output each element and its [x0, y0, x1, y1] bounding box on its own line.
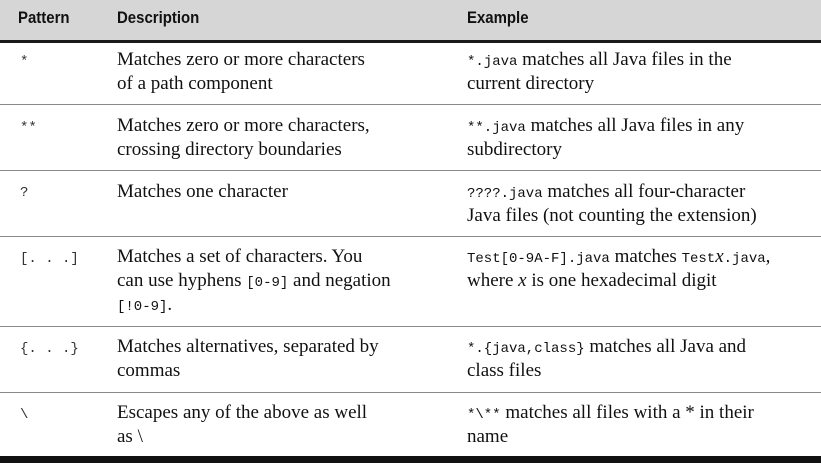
- row-description-line: Escapes any of the above as well: [117, 402, 368, 423]
- row-divider: [0, 170, 821, 171]
- example-variable: x: [715, 246, 724, 267]
- row-description-line: can use hyphens [0-9] and negation: [117, 269, 391, 295]
- description-text: and negation: [288, 270, 391, 291]
- example-text: matches all files with a * in their: [500, 402, 754, 423]
- description-code: [!0-9]: [117, 299, 168, 315]
- example-text: matches all Java files in any: [525, 115, 745, 136]
- row-pattern: {. . .}: [20, 341, 79, 357]
- row-example-line: where x is one hexadecimal digit: [467, 269, 717, 293]
- row-example-line: *\** matches all files with a * in their: [467, 401, 754, 427]
- example-code: .java: [723, 251, 766, 267]
- row-divider: [0, 392, 821, 393]
- header-divider: [0, 40, 821, 43]
- row-description-line: [!0-9].: [117, 293, 172, 319]
- example-code: *.{java,class}: [467, 341, 585, 357]
- description-text: .: [167, 294, 173, 315]
- header-description: Description: [117, 8, 200, 27]
- row-description-line: Matches one character: [117, 181, 288, 202]
- row-example-line: ????.java matches all four-character: [467, 180, 745, 206]
- example-text: where: [467, 270, 519, 291]
- example-text: ,: [765, 246, 771, 267]
- row-example-line: *.java matches all Java files in the: [467, 48, 732, 74]
- row-example-line: current directory: [467, 73, 595, 94]
- row-divider: [0, 326, 821, 327]
- example-code: **.java: [467, 120, 526, 136]
- example-code: ????.java: [467, 186, 543, 202]
- row-pattern: **: [20, 120, 37, 136]
- description-code: [0-9]: [246, 275, 289, 291]
- example-text: matches all four-character: [542, 181, 746, 202]
- description-text: can use hyphens: [117, 270, 247, 291]
- row-description-line: commas: [117, 360, 181, 381]
- row-description-line: crossing directory boundaries: [117, 139, 342, 160]
- row-example-line: Java files (not counting the extension): [467, 205, 757, 226]
- row-example-line: subdirectory: [467, 139, 562, 160]
- row-description-line: as \: [117, 426, 143, 447]
- example-variable: x: [518, 270, 527, 291]
- row-pattern: *: [20, 54, 29, 70]
- row-divider: [0, 104, 821, 105]
- row-description-line: Matches alternatives, separated by: [117, 336, 379, 357]
- example-text: is one hexadecimal digit: [526, 270, 717, 291]
- row-pattern: [. . .]: [20, 251, 79, 267]
- header-pattern: Pattern: [18, 8, 70, 27]
- row-description-line: Matches zero or more characters: [117, 49, 365, 70]
- row-example-line: **.java matches all Java files in any: [467, 114, 744, 140]
- example-text: matches all Java and: [584, 336, 747, 357]
- table-header: [0, 0, 821, 40]
- example-code: *\**: [467, 407, 501, 423]
- example-code: Test: [681, 251, 716, 267]
- row-description-line: Matches zero or more characters,: [117, 115, 370, 136]
- row-divider: [0, 236, 821, 237]
- row-example-line: name: [467, 426, 509, 447]
- row-example-line: *.{java,class} matches all Java and: [467, 335, 746, 361]
- example-text: matches: [609, 246, 682, 267]
- row-description-line: Matches a set of characters. You: [117, 246, 363, 267]
- example-code: *.java: [467, 54, 518, 70]
- example-text: matches all Java files in the: [517, 49, 732, 70]
- row-description-line: of a path component: [117, 73, 273, 94]
- row-pattern: \: [20, 407, 29, 423]
- table-bottom-rule: [0, 456, 821, 463]
- row-pattern: ?: [20, 185, 29, 201]
- example-code: Test[0-9A-F].java: [467, 251, 610, 267]
- row-example-line: Test[0-9A-F].java matches Testx.java,: [467, 245, 770, 271]
- row-example-line: class files: [467, 360, 542, 381]
- header-example: Example: [467, 8, 529, 27]
